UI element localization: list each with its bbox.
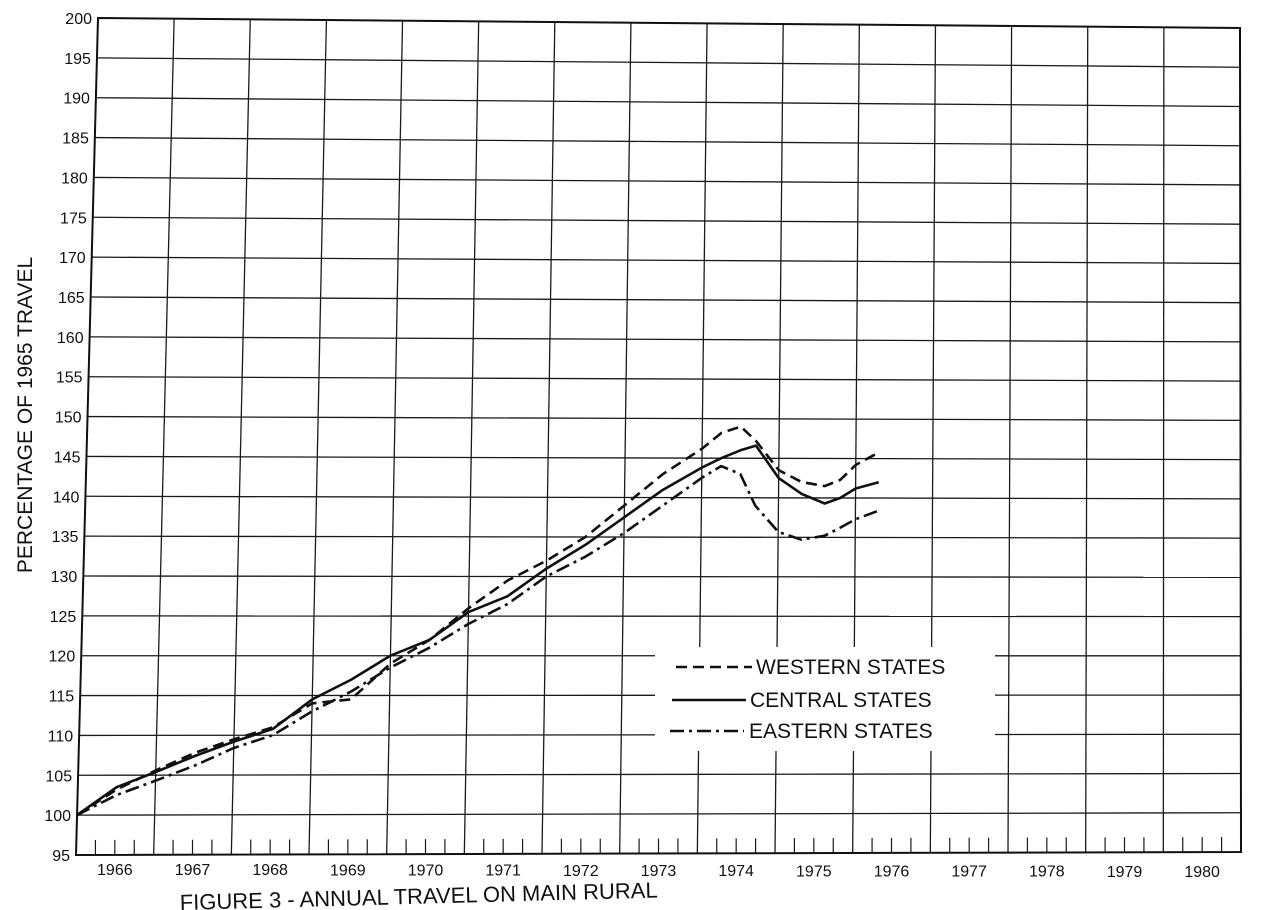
gridline-y-170 <box>91 256 1241 265</box>
y-tick-label: 145 <box>54 449 81 466</box>
gridline-y-160 <box>89 336 1241 343</box>
figure-caption: FIGURE 3 - ANNUAL TRAVEL ON MAIN RURAL <box>179 877 657 910</box>
x-tick-label: 1980 <box>1184 864 1220 881</box>
series-line-western-states <box>76 425 880 817</box>
x-tick-label: 1972 <box>563 863 599 880</box>
gridline-x <box>1085 26 1089 853</box>
gridline-y-175 <box>92 216 1241 225</box>
y-tick-label: 160 <box>57 330 84 347</box>
x-tick-label: 1968 <box>252 862 288 879</box>
gridline-y-140 <box>85 495 1241 500</box>
y-tick-label: 110 <box>48 728 74 745</box>
y-tick-label: 170 <box>59 250 86 267</box>
y-tick-labels: 95 100 105 110 115 120 125 130 135 140 145 150 155 16… <box>44 11 92 865</box>
x-tick-label: 1969 <box>330 862 366 879</box>
gridline-y-155 <box>88 376 1241 382</box>
gridline-y-130 <box>83 575 1241 578</box>
y-tick-label: 165 <box>58 290 85 307</box>
y-tick-label: 195 <box>64 51 91 68</box>
y-tick-label: 105 <box>45 768 72 785</box>
y-tick-label: 190 <box>63 91 90 108</box>
y-tick-label: 180 <box>61 170 88 187</box>
x-tick-label: 1974 <box>718 863 754 880</box>
legend: WESTERN STATES CENTRAL STATES EASTERN ST… <box>655 647 995 751</box>
series-line-central-states <box>76 444 880 817</box>
legend-label-eastern: EASTERN STATES <box>749 720 933 743</box>
series-lines <box>76 425 880 817</box>
x-tick-labels: 1966 1967 1968 1969 1970 1971 1972 1973 1974 1975… <box>97 862 1220 881</box>
gridline-y-195 <box>96 57 1241 68</box>
y-tick-label: 185 <box>62 131 89 148</box>
y-tick-label: 140 <box>53 489 80 506</box>
gridline-x <box>308 19 328 855</box>
legend-label-central: CENTRAL STATES <box>750 689 932 712</box>
y-tick-label: 155 <box>56 370 83 387</box>
gridline-x <box>619 22 632 854</box>
y-tick-label: 130 <box>51 569 78 586</box>
gridline-x <box>153 18 175 855</box>
series-line-eastern-states <box>76 464 879 817</box>
y-tick-label: 115 <box>49 689 75 706</box>
x-tick-label: 1978 <box>1029 864 1065 881</box>
y-tick-label: 125 <box>50 609 77 626</box>
y-tick-label: 175 <box>60 210 87 227</box>
gridline-y-125 <box>82 615 1241 618</box>
plot-frame <box>74 16 1243 857</box>
gridline-y-190 <box>95 97 1241 108</box>
gridline-x <box>1162 27 1165 853</box>
gridline-y-145 <box>86 455 1241 461</box>
gridline-x <box>386 20 404 855</box>
gridline-y-185 <box>94 136 1241 147</box>
gridline-y-105 <box>78 772 1241 776</box>
legend-label-western: WESTERN STATES <box>756 656 945 679</box>
y-tick-label: 150 <box>55 410 82 427</box>
gridline-x <box>230 19 251 855</box>
y-tick-label: 95 <box>52 848 70 865</box>
gridline-x <box>463 21 480 855</box>
x-tick-label: 1970 <box>408 863 444 880</box>
y-tick-label: 135 <box>52 529 79 546</box>
y-axis-title: PERCENTAGE OF 1965 TRAVEL <box>14 257 37 573</box>
gridline-x <box>1007 25 1013 853</box>
x-tick-label: 1977 <box>951 864 987 881</box>
y-tick-label: 100 <box>44 808 71 825</box>
x-tick-label: 1975 <box>796 863 832 880</box>
gridline-y-150 <box>87 415 1241 422</box>
x-minor-ticks <box>94 837 1223 855</box>
x-tick-label: 1966 <box>97 862 133 879</box>
gridline-y-180 <box>93 176 1241 186</box>
gridline-x <box>541 21 556 854</box>
gridline-y-135 <box>84 535 1241 539</box>
x-tick-label: 1973 <box>641 863 677 880</box>
y-tick-label: 120 <box>49 649 76 666</box>
x-tick-label: 1976 <box>874 863 910 880</box>
gridline-y-100 <box>77 812 1241 816</box>
x-tick-label: 1971 <box>485 863 521 880</box>
y-tick-label: 200 <box>65 11 92 28</box>
x-tick-label: 1967 <box>175 862 211 879</box>
gridline-y-165 <box>90 296 1241 304</box>
x-tick-label: 1979 <box>1107 864 1143 881</box>
